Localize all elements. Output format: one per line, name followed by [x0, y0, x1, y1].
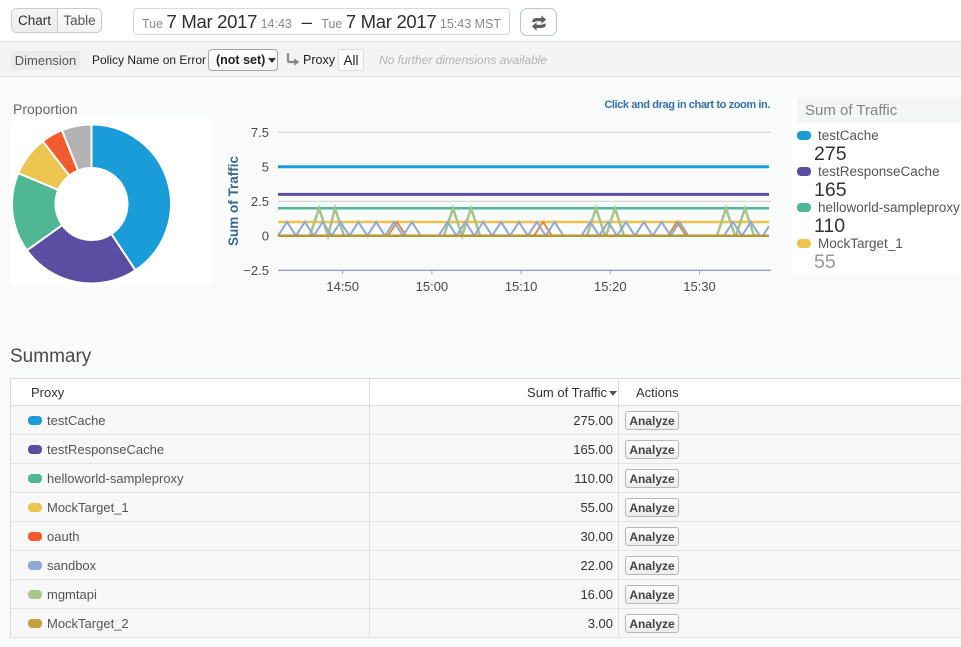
svg-text:14:50: 14:50 [326, 279, 359, 294]
svg-text:15:10: 15:10 [505, 279, 538, 294]
svg-text:15:30: 15:30 [683, 279, 716, 294]
svg-text:15:20: 15:20 [594, 279, 627, 294]
svg-text:−2.5: −2.5 [243, 263, 269, 278]
svg-text:5: 5 [262, 159, 269, 174]
svg-text:15:00: 15:00 [416, 279, 449, 294]
svg-text:7.5: 7.5 [251, 125, 269, 140]
svg-text:2.5: 2.5 [251, 194, 269, 209]
svg-text:0: 0 [262, 228, 269, 243]
svg-text:Sum of Traffic: Sum of Traffic [226, 156, 241, 247]
